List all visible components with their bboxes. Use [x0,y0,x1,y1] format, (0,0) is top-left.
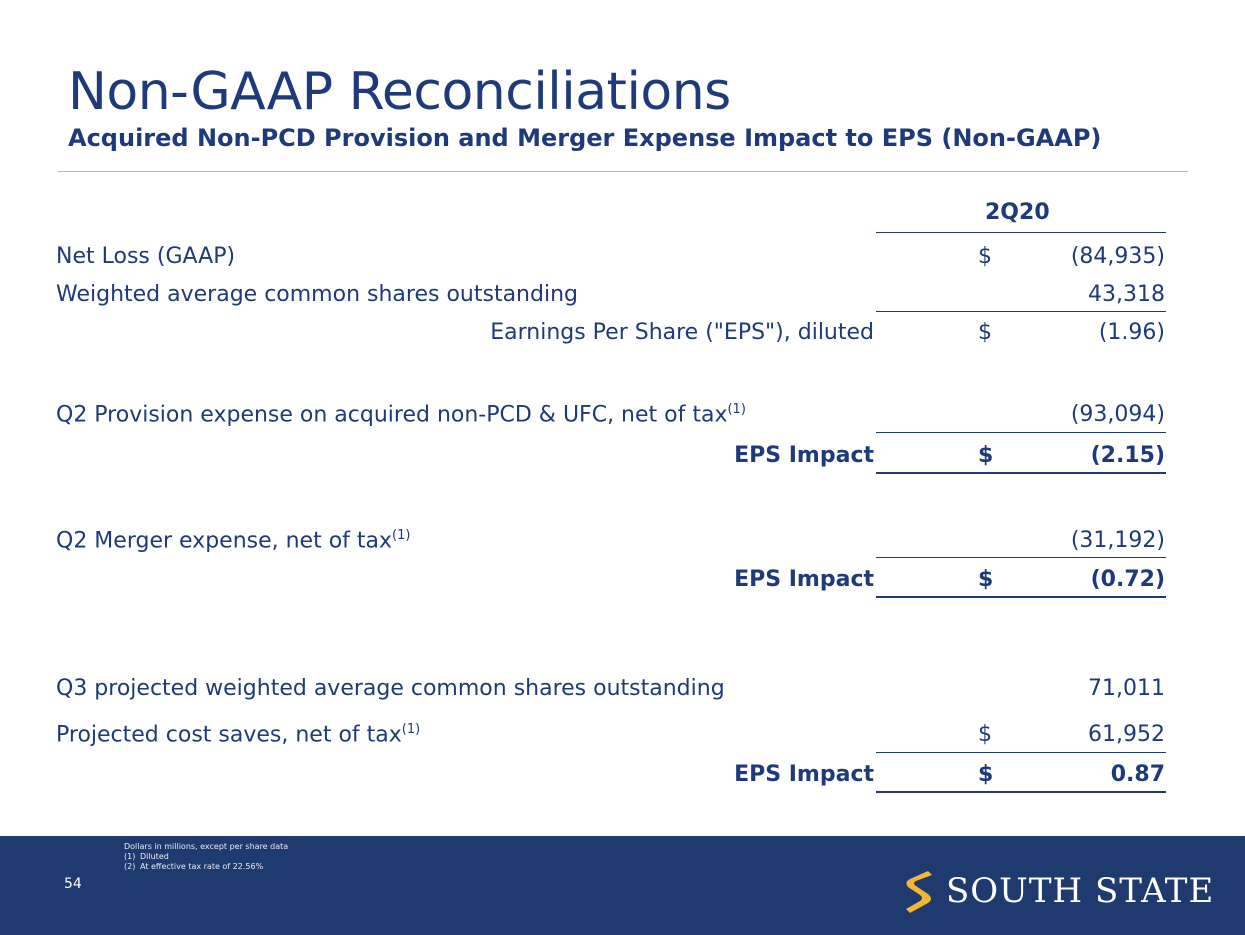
footnote-2: (2) At effective tax rate of 22.56% [124,862,288,872]
q2-merger-footnote-ref: (1) [392,528,411,543]
footnote-2-text: At effective tax rate of 22.56% [140,862,264,871]
q2-provision-label: Q2 Provision expense on acquired non-PCD… [56,402,746,427]
weighted-shares-value: 43,318 [1088,282,1165,307]
net-loss-label: Net Loss (GAAP) [56,244,236,269]
cost-saves-rule [876,752,1166,753]
footnote-heading: Dollars in millions, except per share da… [124,842,289,851]
footnote-1-text: Diluted [140,852,169,861]
eps-diluted-label: Earnings Per Share ("EPS"), diluted [490,320,874,345]
logo-text: SOUTH STATE [946,871,1215,911]
q2-provision-label-text: Q2 Provision expense on acquired non-PCD… [56,402,728,428]
eps-impact-merger-value: (0.72) [1090,567,1165,592]
cost-saves-label-text: Projected cost saves, net of tax [56,722,402,748]
eps-impact-merger-currency: $ [978,567,994,592]
q2-provision-rule [876,432,1166,433]
footnotes: Dollars in millions, except per share da… [124,842,288,872]
slide-subtitle: Acquired Non-PCD Provision and Merger Ex… [68,124,1102,152]
eps-impact-provision-currency: $ [978,443,994,468]
q2-merger-label: Q2 Merger expense, net of tax(1) [56,528,410,553]
logo-mark-icon [906,871,932,913]
slide-title: Non-GAAP Reconciliations [68,62,731,122]
eps-impact-merger-rule [876,596,1166,598]
q2-merger-label-text: Q2 Merger expense, net of tax [56,528,393,554]
cost-saves-footnote-ref: (1) [401,722,421,737]
eps-impact-cost-saves-label: EPS Impact [734,762,874,787]
footer-band: Dollars in millions, except per share da… [0,836,1245,935]
footnote-1-num: (1) [124,852,136,861]
weighted-shares-label: Weighted average common shares outstandi… [56,282,578,307]
company-logo: SOUTH STATE [900,866,1214,916]
q2-merger-value: (31,192) [1070,528,1165,553]
q3-shares-value: 71,011 [1088,676,1165,701]
eps-impact-cost-saves-currency: $ [978,762,994,787]
eps-impact-provision-rule [876,472,1166,474]
footnote-2-num: (2) [124,862,136,871]
weighted-shares-rule [876,311,1166,312]
column-header-rule [876,232,1166,233]
eps-diluted-currency: $ [978,320,992,345]
q2-provision-value: (93,094) [1070,402,1165,427]
eps-impact-provision-value: (2.15) [1090,443,1165,468]
cost-saves-label: Projected cost saves, net of tax(1) [56,722,420,747]
title-divider [58,171,1188,172]
q3-shares-label: Q3 projected weighted average common sha… [56,676,725,701]
cost-saves-value: 61,952 [1088,722,1165,747]
q2-provision-footnote-ref: (1) [727,402,746,417]
eps-diluted-value: (1.96) [1098,320,1165,345]
net-loss-value: (84,935) [1070,244,1165,269]
footnote-1: (1) Diluted [124,852,288,862]
q2-merger-rule [876,557,1166,558]
eps-impact-cost-saves-rule [876,791,1166,793]
page-number: 54 [64,876,82,892]
eps-impact-merger-label: EPS Impact [734,567,874,592]
cost-saves-currency: $ [978,722,992,747]
column-header-2q20: 2Q20 [985,200,1050,225]
net-loss-currency: $ [978,244,992,269]
eps-impact-cost-saves-value: 0.87 [1110,762,1165,787]
eps-impact-provision-label: EPS Impact [734,443,874,468]
